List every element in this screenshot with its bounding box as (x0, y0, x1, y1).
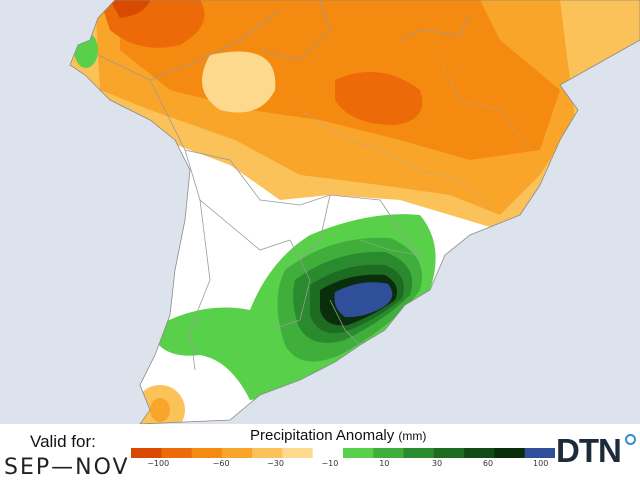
light-dry-band (202, 51, 276, 113)
legend-swatch (494, 448, 526, 458)
legend-swatch (282, 448, 314, 458)
legend-tick-label: −60 (212, 459, 230, 468)
precipitation-anomaly-map (0, 0, 640, 424)
logo-dot-icon (625, 434, 636, 445)
legend-tick-label: −100 (147, 459, 170, 468)
legend-swatch (191, 448, 223, 458)
country-borders (97, 0, 471, 371)
legend-swatch (312, 448, 344, 458)
legend-swatch (403, 448, 435, 458)
legend-tick-label: −30 (267, 459, 284, 468)
legend-swatch (433, 448, 465, 458)
legend-tick-label: 30 (431, 459, 443, 468)
dry-anomaly-northwest-core (110, 0, 150, 18)
legend-swatch (373, 448, 405, 458)
legend-title: Precipitation Anomaly (mm) (250, 427, 426, 444)
legend-tick-label: 100 (533, 459, 549, 468)
valid-period: SEP—NOV (4, 455, 130, 480)
legend-swatch (221, 448, 253, 458)
legend-tick-label: 60 (482, 459, 494, 468)
valid-for-label: Valid for: (30, 432, 96, 451)
legend-tick-label: −10 (321, 459, 339, 468)
dry-anomaly-core (335, 72, 423, 125)
state-borders (299, 59, 531, 256)
legend-swatch (524, 448, 555, 458)
legend-swatch (252, 448, 283, 458)
legend-swatch (464, 448, 495, 458)
legend-swatch (161, 448, 193, 458)
legend-color-bar (131, 448, 555, 458)
dry-anomaly-south-core (150, 398, 170, 422)
legend-swatch (131, 448, 162, 458)
wet-anomaly-max (334, 282, 393, 318)
legend-swatch (343, 448, 374, 458)
legend-units: (mm) (398, 429, 427, 443)
legend-title-text: Precipitation Anomaly (250, 427, 395, 444)
map-footer: Valid for: SEP—NOV Precipitation Anomaly… (0, 424, 640, 480)
coastline (69, 0, 640, 424)
legend-tick-label: 10 (379, 459, 390, 468)
dtn-logo: DTN (556, 432, 622, 469)
